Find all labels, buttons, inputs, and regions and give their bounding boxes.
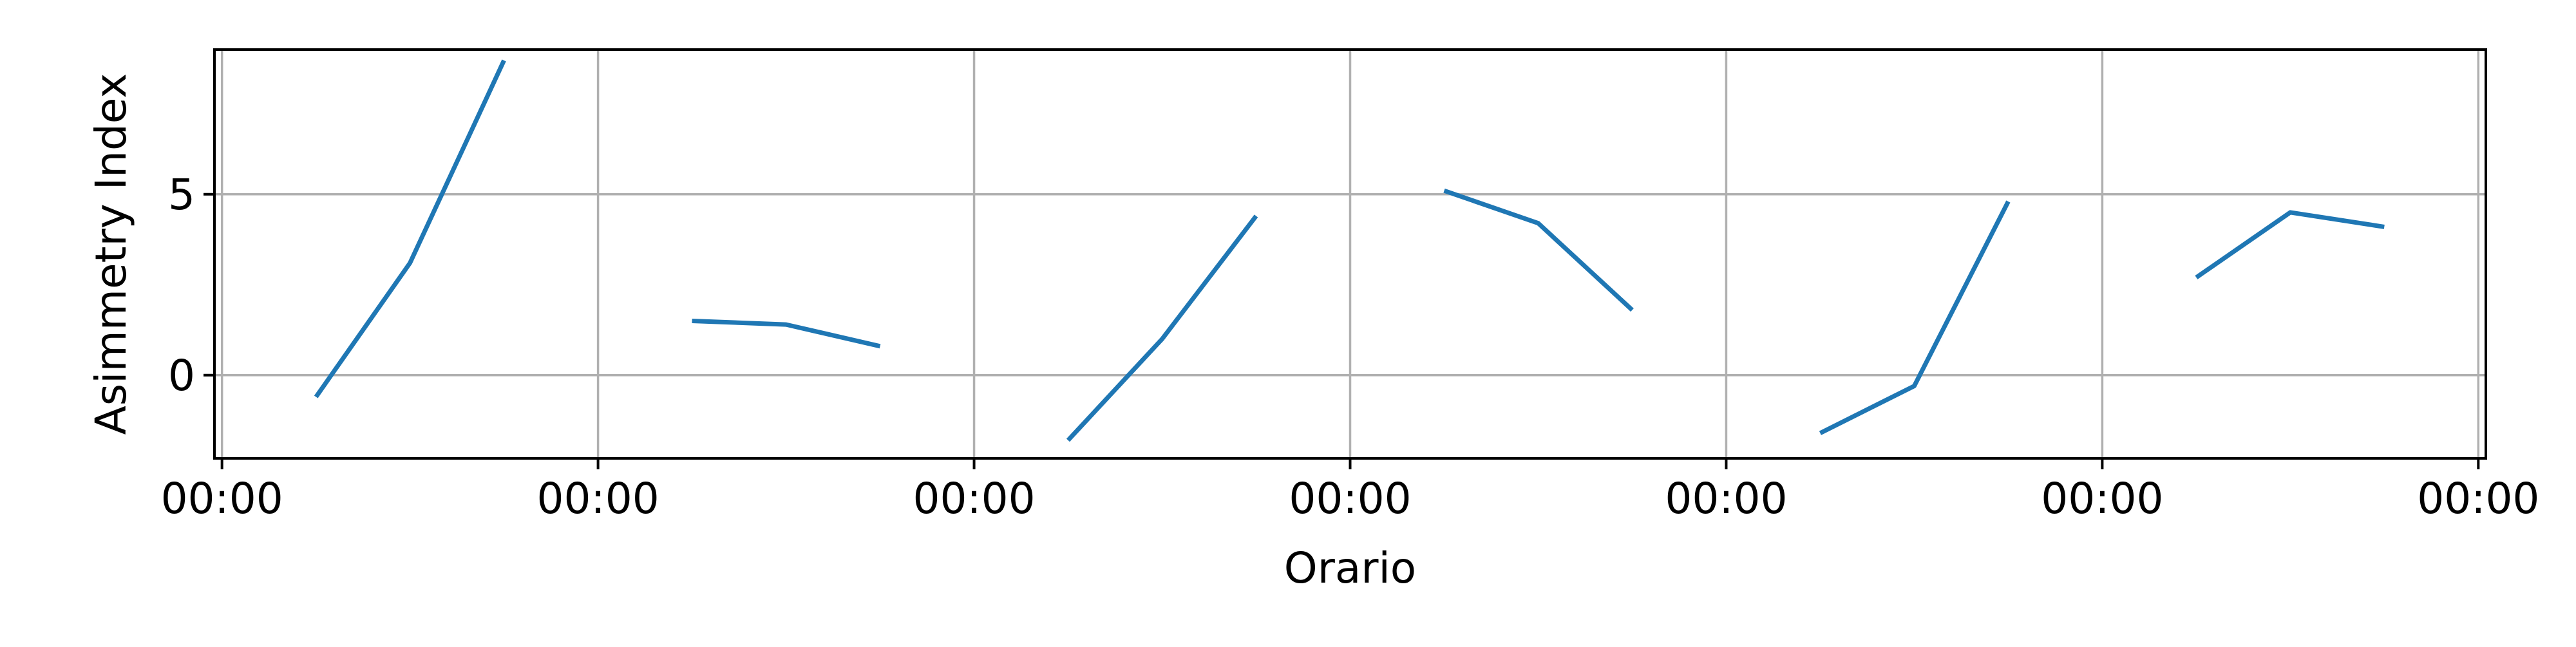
series-line-3	[1066, 214, 1258, 442]
y-axis-ticks: 05	[168, 170, 214, 400]
series-line-2	[692, 319, 881, 349]
grid-lines	[214, 50, 2486, 458]
x-tick-label: 00:00	[1289, 474, 1411, 523]
series-line-1	[314, 59, 506, 399]
x-axis-label: Orario	[1284, 543, 1416, 593]
y-tick-label: 5	[168, 170, 195, 220]
x-tick-label: 00:00	[2041, 474, 2163, 523]
x-tick-label: 00:00	[1665, 474, 1787, 523]
x-tick-label: 00:00	[161, 474, 283, 523]
series-line-5	[1819, 200, 2011, 435]
x-axis-ticks: 00:00 00:00 00:00 00:00 00:00 00:00 00:00	[161, 458, 2539, 523]
data-series	[314, 59, 2385, 442]
series-line-6	[2195, 210, 2385, 279]
y-axis-label: Asimmetry Index	[86, 73, 136, 435]
x-tick-label: 00:00	[2417, 474, 2539, 523]
x-tick-label: 00:00	[913, 474, 1035, 523]
series-line-4	[1443, 188, 1634, 312]
x-tick-label: 00:00	[537, 474, 659, 523]
y-tick-label: 0	[168, 351, 195, 400]
